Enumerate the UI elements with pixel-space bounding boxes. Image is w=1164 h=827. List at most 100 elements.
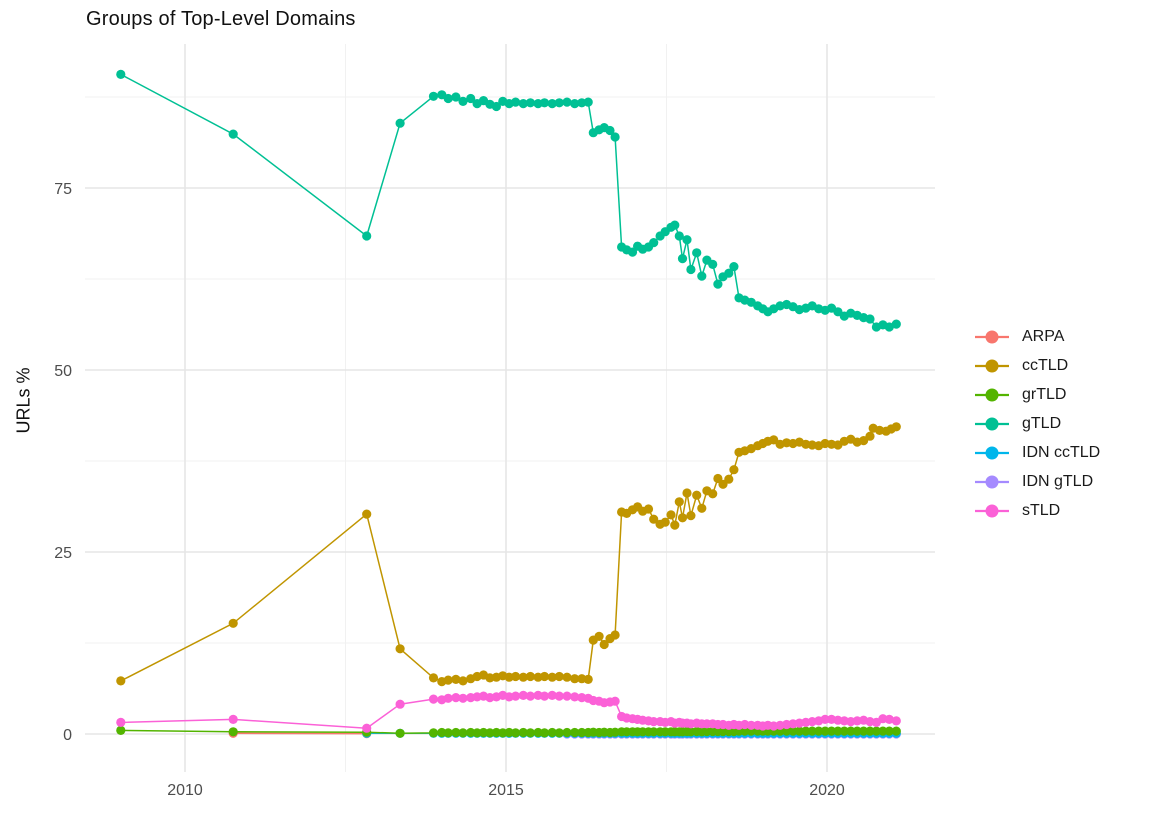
data-point xyxy=(610,630,620,640)
data-point xyxy=(782,726,792,736)
data-point xyxy=(395,699,405,709)
data-point xyxy=(859,436,869,446)
data-point xyxy=(428,728,439,738)
x-tick-label: 2010 xyxy=(167,782,203,799)
data-point xyxy=(865,314,875,324)
data-point xyxy=(458,728,468,738)
chart-title: Groups of Top-Level Domains xyxy=(86,8,356,30)
data-point xyxy=(116,717,126,728)
data-point xyxy=(451,92,461,102)
data-point xyxy=(605,125,615,136)
data-point xyxy=(518,672,528,682)
data-point xyxy=(525,728,536,738)
data-point xyxy=(643,504,654,514)
data-point xyxy=(729,262,739,272)
data-point xyxy=(674,497,684,507)
x-tick-label: 2020 xyxy=(809,782,845,799)
data-point xyxy=(682,488,692,498)
legend-label: ARPA xyxy=(1022,327,1065,345)
data-point xyxy=(891,716,901,726)
data-point xyxy=(570,692,580,702)
data-point xyxy=(428,91,439,101)
data-point xyxy=(677,254,688,264)
data-point xyxy=(458,676,468,686)
data-point xyxy=(708,259,718,269)
data-point xyxy=(547,727,557,738)
data-point xyxy=(491,101,501,112)
data-point xyxy=(554,691,564,701)
data-point xyxy=(539,728,550,738)
legend-item-IDN-gTLD: IDN gTLD xyxy=(974,467,1100,496)
data-point xyxy=(884,726,894,736)
data-point xyxy=(525,691,536,701)
data-point xyxy=(820,714,830,725)
legend-label: sTLD xyxy=(1022,501,1061,519)
legend-label: IDN ccTLD xyxy=(1022,443,1101,461)
series-sTLD xyxy=(116,690,901,733)
data-point xyxy=(362,723,372,733)
data-point xyxy=(554,671,564,682)
data-point xyxy=(539,691,550,701)
data-point xyxy=(583,97,593,107)
data-point xyxy=(697,271,707,281)
data-point xyxy=(769,435,779,445)
series-ARPA xyxy=(228,728,372,739)
data-point xyxy=(708,489,718,499)
data-point xyxy=(839,726,849,736)
data-point xyxy=(562,672,572,682)
legend-label: IDN gTLD xyxy=(1022,472,1094,490)
data-point xyxy=(871,726,882,736)
data-point xyxy=(740,726,750,736)
data-point xyxy=(570,99,580,109)
data-point xyxy=(599,639,609,650)
data-point xyxy=(884,714,894,725)
data-point xyxy=(547,99,557,109)
data-point xyxy=(525,671,536,682)
data-point xyxy=(670,220,680,230)
legend-item-sTLD: sTLD xyxy=(974,496,1100,525)
legend-key-icon xyxy=(975,446,1009,459)
data-point xyxy=(713,279,723,289)
legend-key-icon xyxy=(975,417,1009,430)
data-point xyxy=(801,726,811,736)
data-point xyxy=(451,693,461,703)
data-point xyxy=(649,717,659,727)
y-tick-label: 0 xyxy=(63,727,72,744)
legend-key-icon xyxy=(975,475,1009,488)
data-point xyxy=(518,690,528,701)
data-point xyxy=(788,726,798,736)
data-point xyxy=(674,231,684,241)
data-point xyxy=(677,513,688,523)
data-point xyxy=(610,132,620,142)
data-point xyxy=(451,727,461,738)
legend-item-IDN-ccTLD: IDN ccTLD xyxy=(974,438,1100,467)
data-point xyxy=(518,99,528,109)
data-point xyxy=(891,422,901,432)
legend-key-icon xyxy=(975,504,1009,517)
data-point xyxy=(362,509,372,519)
data-point xyxy=(820,726,830,736)
data-point xyxy=(395,118,405,128)
data-point xyxy=(846,726,856,736)
data-point xyxy=(724,474,734,484)
y-axis-title: URLs % xyxy=(13,367,34,434)
legend-item-gTLD: gTLD xyxy=(974,409,1100,438)
legend-item-ARPA: ARPA xyxy=(974,322,1100,351)
data-point xyxy=(554,98,564,108)
data-point xyxy=(807,726,817,736)
data-point xyxy=(116,69,126,79)
legend-item-ccTLD: ccTLD xyxy=(974,351,1100,380)
data-point xyxy=(891,319,901,329)
data-point xyxy=(562,97,572,107)
y-tick-label: 75 xyxy=(54,181,72,198)
x-tick-label: 2015 xyxy=(488,782,524,799)
data-point xyxy=(826,726,837,736)
data-point xyxy=(539,98,550,108)
data-point xyxy=(660,517,670,527)
data-point xyxy=(666,510,676,520)
data-point xyxy=(865,431,875,441)
data-point xyxy=(562,691,572,701)
data-point xyxy=(451,674,461,685)
legend-label: gTLD xyxy=(1022,414,1062,432)
